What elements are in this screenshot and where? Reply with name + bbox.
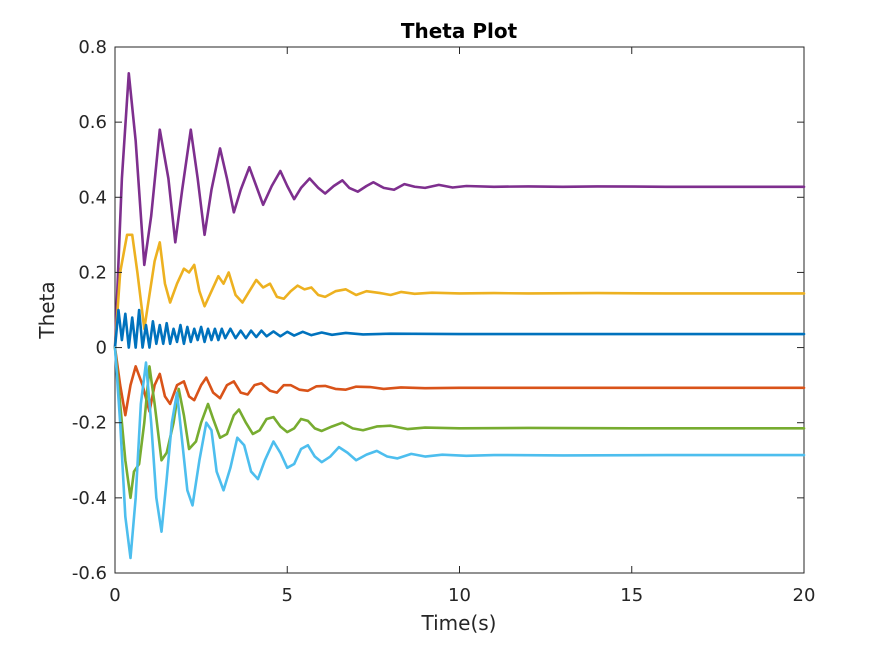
series-line-5 [113,346,806,500]
chart-title: Theta Plot [401,19,518,43]
x-tick-label: 15 [620,585,643,606]
y-tick-label: 0.8 [78,37,107,58]
x-axis: 0 5 10 15 20 [109,47,815,606]
y-tick-label: -0.6 [72,563,107,584]
x-axis-label: Time(s) [421,611,497,635]
y-tick-label: 0.6 [78,112,107,133]
x-tick-label: 5 [282,585,293,606]
series-layer [113,72,806,560]
x-tick-label: 10 [448,585,471,606]
y-axis: -0.6 -0.4 -0.2 0 0.2 0.4 0.6 0.8 [72,37,804,584]
y-tick-label: 0.2 [78,262,107,283]
y-axis-label: Theta [35,281,59,339]
y-tick-label: -0.2 [72,413,107,434]
y-tick-label: 0 [96,338,107,359]
series-line-6 [113,346,806,560]
y-tick-label: 0.4 [78,187,107,208]
y-tick-label: -0.4 [72,488,107,509]
plot-area: 0 5 10 15 20 -0.6 -0.4 -0.2 0 0.2 0.4 0.6 0.8 [72,37,816,606]
series-line-2 [113,233,806,349]
x-tick-label: 20 [793,585,816,606]
series-line-3 [113,308,806,349]
plot-frame [114,46,805,574]
x-tick-label: 0 [109,585,120,606]
series-line-4 [113,346,806,417]
series-line-1 [113,72,806,349]
